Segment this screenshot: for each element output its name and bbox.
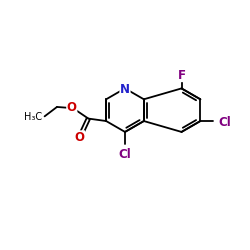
- Text: N: N: [120, 84, 130, 96]
- Text: O: O: [67, 101, 77, 114]
- Text: O: O: [74, 131, 85, 144]
- Text: Cl: Cl: [119, 148, 132, 161]
- Text: Cl: Cl: [218, 116, 231, 129]
- Text: F: F: [178, 68, 186, 82]
- Text: H₃C: H₃C: [24, 112, 42, 122]
